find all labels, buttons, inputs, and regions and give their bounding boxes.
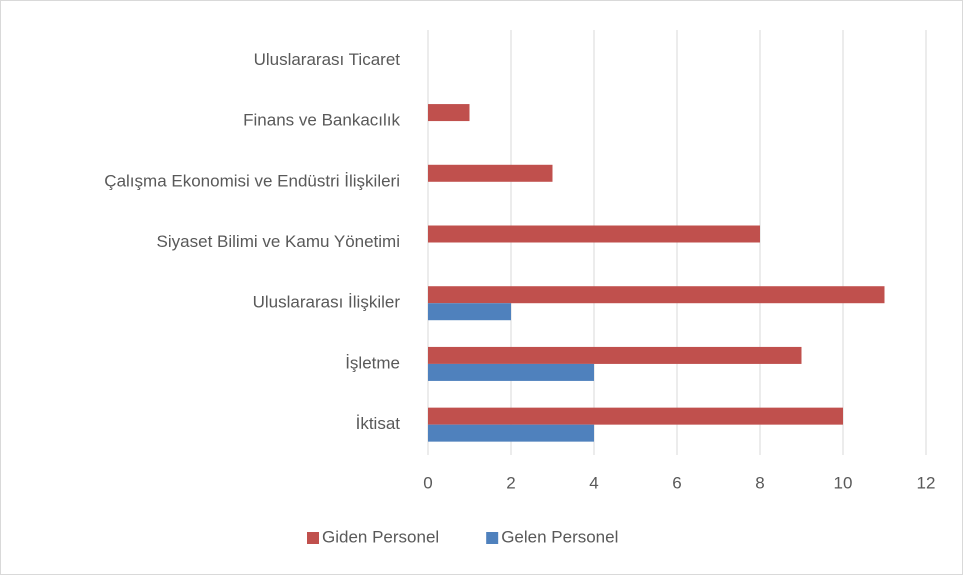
bar	[428, 424, 594, 442]
legend-swatch	[307, 532, 319, 544]
x-tick-label: 10	[834, 473, 853, 492]
y-tick-label: İktisat	[356, 414, 401, 433]
y-tick-label: Siyaset Bilimi ve Kamu Yönetimi	[157, 232, 400, 251]
bar	[428, 286, 885, 304]
bar	[428, 164, 553, 182]
y-tick-label: Uluslararası Ticaret	[254, 50, 401, 69]
bar	[428, 104, 470, 122]
bar	[428, 363, 594, 381]
x-tick-label: 4	[589, 473, 598, 492]
y-tick-label: Uluslararası İlişkiler	[253, 293, 401, 312]
x-tick-label: 2	[506, 473, 515, 492]
legend-label: Gelen Personel	[501, 527, 618, 546]
y-tick-label: Finans ve Bankacılık	[243, 111, 400, 130]
x-tick-label: 0	[423, 473, 432, 492]
x-tick-label: 12	[917, 473, 936, 492]
x-tick-label: 8	[755, 473, 764, 492]
bar	[428, 346, 802, 364]
legend-label: Giden Personel	[322, 527, 439, 546]
y-tick-label: Çalışma Ekonomisi ve Endüstri İlişkileri	[104, 171, 400, 190]
y-tick-label: İşletme	[345, 353, 400, 372]
x-tick-label: 6	[672, 473, 681, 492]
legend-swatch	[486, 532, 499, 544]
bar	[428, 407, 843, 425]
bar	[428, 303, 511, 321]
bar	[428, 225, 760, 243]
